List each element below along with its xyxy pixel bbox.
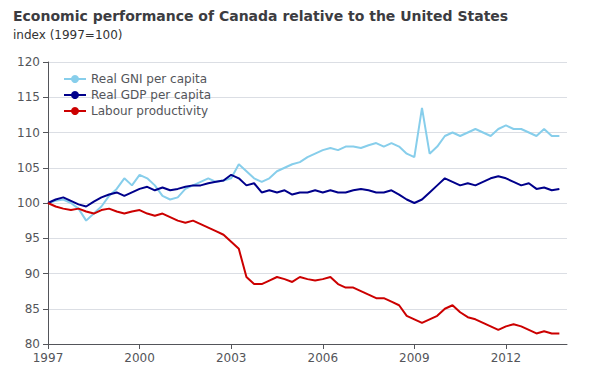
svg-text:115: 115	[17, 90, 40, 104]
svg-text:80: 80	[25, 337, 40, 351]
svg-text:105: 105	[17, 161, 40, 175]
svg-text:110: 110	[17, 126, 40, 140]
svg-text:Economic performance of Canada: Economic performance of Canada relative …	[13, 8, 508, 24]
svg-text:85: 85	[25, 302, 40, 316]
svg-text:Real GDP per capita: Real GDP per capita	[91, 88, 211, 102]
svg-text:2012: 2012	[491, 351, 522, 365]
svg-text:2003: 2003	[216, 351, 247, 365]
svg-text:120: 120	[17, 55, 40, 69]
svg-text:2006: 2006	[307, 351, 338, 365]
svg-text:90: 90	[25, 267, 40, 281]
svg-text:2009: 2009	[399, 351, 430, 365]
svg-text:95: 95	[25, 231, 40, 245]
svg-text:Labour productivity: Labour productivity	[91, 104, 208, 118]
svg-text:100: 100	[17, 196, 40, 210]
svg-text:1997: 1997	[33, 351, 64, 365]
svg-text:2000: 2000	[124, 351, 155, 365]
svg-text:Real GNI per capita: Real GNI per capita	[91, 72, 207, 86]
svg-text:index (1997=100): index (1997=100)	[13, 28, 123, 42]
